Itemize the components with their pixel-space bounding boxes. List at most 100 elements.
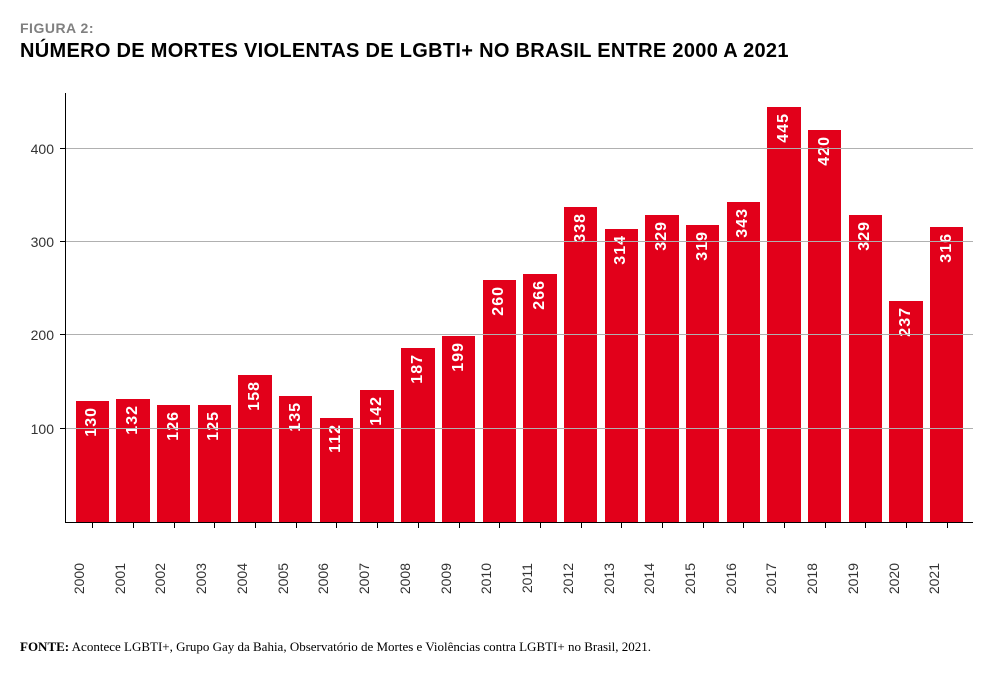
chart-container: 130 132 126 125 158 135112142187 199 260 266 338 3… [65,93,973,563]
bar-wrapper: 343 [723,93,764,522]
x-tick-wrapper [398,522,439,528]
x-tick-wrapper [72,522,113,528]
x-axis-label: 2021 [926,563,967,604]
x-axis-label: 2006 [315,563,356,604]
x-tick-wrapper [194,522,235,528]
bar: 187 [401,348,434,522]
x-axis-label: 2014 [641,563,682,604]
x-tick [825,522,826,528]
x-tick-wrapper [845,522,886,528]
x-tick [784,522,785,528]
bar-value-label: 316 [938,233,956,263]
bar: 343 [727,202,760,522]
bar-value-label: 132 [124,405,142,435]
x-tick-wrapper [316,522,357,528]
bar-wrapper: 132 [113,93,154,522]
bar-wrapper: 237 [886,93,927,522]
bar-value-label: 199 [450,342,468,372]
x-axis-label: 2013 [601,563,642,604]
x-axis-label: 2009 [438,563,479,604]
bar: 445 [767,107,800,522]
x-axis-label: 2020 [886,563,927,604]
figure-label: FIGURA 2: [20,20,983,36]
x-tick-wrapper [886,522,927,528]
source-line: FONTE: Acontece LGBTI+, Grupo Gay da Bah… [20,639,983,655]
x-tick [621,522,622,528]
bar: 126 [157,405,190,523]
source-text: Acontece LGBTI+, Grupo Gay da Bahia, Obs… [72,639,651,654]
x-tick-wrapper [235,522,276,528]
x-axis-label: 2016 [723,563,764,604]
x-tick-wrapper [723,522,764,528]
bar-value-label: 158 [246,381,264,411]
x-tick-wrapper [764,522,805,528]
x-tick [947,522,948,528]
bar: 266 [523,274,556,522]
bar-wrapper: 135 [275,93,316,522]
x-tick [418,522,419,528]
bar-wrapper: 158 [235,93,276,522]
bar-value-label: 319 [694,231,712,261]
x-axis-label: 2003 [193,563,234,604]
bar: 338 [564,207,597,522]
bar: 142 [360,390,393,522]
bar-value-label: 420 [816,136,834,166]
bar-wrapper: 445 [764,93,805,522]
gridline [66,334,973,335]
chart-area: 130 132 126 125 158 135112142187 199 260 266 338 3… [65,93,973,523]
bar: 135 [279,396,312,522]
x-tick [703,522,704,528]
x-tick [459,522,460,528]
bar: 130 [76,401,109,522]
x-tick-wrapper [438,522,479,528]
bar-wrapper: 125 [194,93,235,522]
y-tick [60,148,66,149]
x-tick [662,522,663,528]
chart-title: NÚMERO DE MORTES VIOLENTAS DE LGBTI+ NO … [20,40,983,63]
bar: 158 [238,375,271,522]
bar-value-label: 125 [205,411,223,441]
y-tick [60,241,66,242]
bar-value-label: 445 [775,113,793,143]
bar: 125 [198,405,231,522]
x-tick [214,522,215,528]
y-axis-label: 400 [31,141,66,157]
bar-wrapper: 142 [357,93,398,522]
x-axis-label: 2010 [478,563,519,604]
bar: 329 [645,215,678,522]
x-axis-label: 2007 [356,563,397,604]
x-tick [336,522,337,528]
x-tick-wrapper [153,522,194,528]
x-axis-label: 2000 [71,563,112,604]
x-tick-wrapper [520,522,561,528]
y-tick [60,428,66,429]
x-axis-label: 2012 [560,563,601,604]
x-tick [906,522,907,528]
x-tick-container [66,522,973,528]
x-axis-label: 2002 [152,563,193,604]
bar-wrapper: 260 [479,93,520,522]
bar-value-label: 266 [531,280,549,310]
bar-wrapper: 420 [804,93,845,522]
x-tick [865,522,866,528]
x-tick [540,522,541,528]
bars-container: 130 132 126 125 158 135112142187 199 260 266 338 3… [66,93,973,522]
x-axis-label: 2017 [763,563,804,604]
bar: 112 [320,418,353,522]
gridline [66,428,973,429]
bar-value-label: 343 [734,208,752,238]
x-tick [296,522,297,528]
gridline [66,241,973,242]
bar-wrapper: 130 [72,93,113,522]
bar: 199 [442,336,475,522]
x-tick [581,522,582,528]
y-axis-label: 200 [31,327,66,343]
y-axis-label: 300 [31,234,66,250]
x-tick [255,522,256,528]
x-tick-wrapper [642,522,683,528]
y-axis-label: 100 [31,421,66,437]
x-axis-label: 2001 [112,563,153,604]
x-axis-label: 2018 [804,563,845,604]
x-axis-label: 2008 [397,563,438,604]
bar: 316 [930,227,963,522]
